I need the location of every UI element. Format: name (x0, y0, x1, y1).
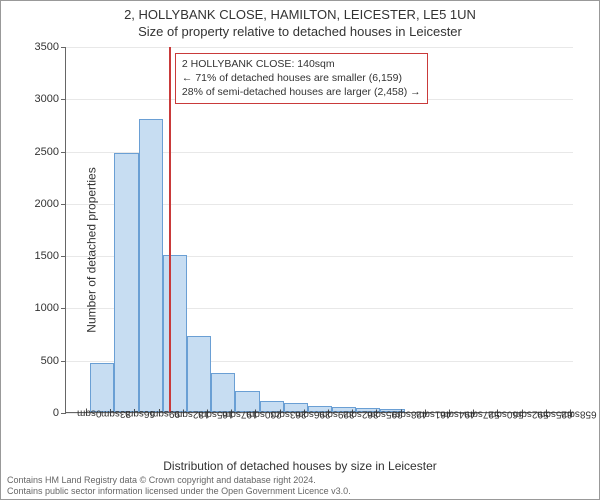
ytick-label: 2500 (19, 146, 59, 158)
ytick-mark (61, 47, 66, 48)
histogram-bar (187, 336, 211, 412)
ytick-label: 500 (19, 355, 59, 367)
ytick-mark (61, 204, 66, 205)
ytick-label: 3500 (19, 41, 59, 53)
histogram-bar (163, 255, 187, 412)
reference-line (169, 47, 171, 412)
ytick-label: 1500 (19, 250, 59, 262)
histogram-bar (90, 363, 114, 412)
ytick-mark (61, 99, 66, 100)
title-sub: Size of property relative to detached ho… (1, 22, 599, 39)
annotation-line: 28% of semi-detached houses are larger (… (182, 85, 421, 99)
ytick-mark (61, 361, 66, 362)
chart-container: 2, HOLLYBANK CLOSE, HAMILTON, LEICESTER,… (0, 0, 600, 500)
ytick-mark (61, 256, 66, 257)
footer-line2: Contains public sector information licen… (7, 486, 351, 497)
footer-line1: Contains HM Land Registry data © Crown c… (7, 475, 351, 486)
chart-area: 2 HOLLYBANK CLOSE: 140sqm← 71% of detach… (65, 47, 573, 413)
title-main: 2, HOLLYBANK CLOSE, HAMILTON, LEICESTER,… (1, 1, 599, 22)
gridline (66, 47, 573, 48)
histogram-bar (139, 119, 163, 412)
histogram-bar (211, 373, 235, 412)
ytick-mark (61, 308, 66, 309)
plot-region: 2 HOLLYBANK CLOSE: 140sqm← 71% of detach… (65, 47, 573, 413)
ytick-mark (61, 413, 66, 414)
footer-attribution: Contains HM Land Registry data © Crown c… (7, 475, 351, 498)
ytick-mark (61, 152, 66, 153)
annotation-box: 2 HOLLYBANK CLOSE: 140sqm← 71% of detach… (175, 53, 428, 104)
ytick-label: 0 (19, 407, 59, 419)
ytick-label: 1000 (19, 302, 59, 314)
x-axis-label: Distribution of detached houses by size … (1, 459, 599, 473)
histogram-bar (114, 153, 138, 412)
annotation-line: 2 HOLLYBANK CLOSE: 140sqm (182, 57, 421, 71)
annotation-line: ← 71% of detached houses are smaller (6,… (182, 71, 421, 85)
ytick-label: 3000 (19, 93, 59, 105)
ytick-label: 2000 (19, 198, 59, 210)
